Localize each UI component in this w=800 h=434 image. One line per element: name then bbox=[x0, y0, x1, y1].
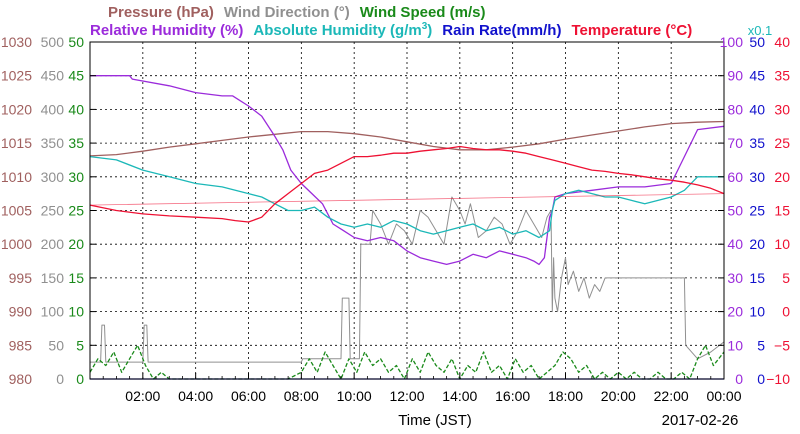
tick-wind_speed-4: 20 bbox=[68, 236, 84, 252]
tick-humidity-6: 60 bbox=[727, 169, 743, 185]
tick-temperature-10: 40 bbox=[774, 34, 790, 50]
tick-rain_rate-7: 35 bbox=[749, 135, 765, 151]
legend-line2-item-1: Absolute Humidity (g/m3) bbox=[253, 21, 432, 39]
tick-wind_speed-2: 10 bbox=[68, 304, 84, 320]
tick-pressure-3: 995 bbox=[9, 270, 33, 286]
xtick-label-10: 22:00 bbox=[654, 388, 689, 404]
series-3 bbox=[90, 75, 725, 266]
tick-humidity-1: 10 bbox=[727, 337, 743, 353]
x-axis-label: Time (JST) bbox=[398, 412, 472, 429]
legend-line2-item-3: Temperature (°C) bbox=[571, 22, 692, 39]
tick-humidity-7: 70 bbox=[727, 135, 743, 151]
tick-humidity-2: 20 bbox=[727, 304, 743, 320]
xtick-label-5: 12:00 bbox=[389, 388, 424, 404]
tick-rain_rate-3: 15 bbox=[749, 270, 765, 286]
xtick-label-7: 16:00 bbox=[495, 388, 530, 404]
tick-temperature-3: 5 bbox=[782, 270, 790, 286]
tick-rain_rate-4: 20 bbox=[749, 236, 765, 252]
tick-humidity-3: 30 bbox=[727, 270, 743, 286]
tick-wind_direction-5: 250 bbox=[41, 203, 65, 219]
tick-wind_speed-6: 30 bbox=[68, 169, 84, 185]
tick-pressure-5: 1005 bbox=[1, 203, 32, 219]
tick-temperature-5: 15 bbox=[774, 203, 790, 219]
tick-wind_speed-9: 45 bbox=[68, 68, 84, 84]
tick-temperature-0: −10 bbox=[766, 371, 790, 387]
series-0 bbox=[89, 120, 725, 157]
xtick-label-4: 10:00 bbox=[337, 388, 372, 404]
x-axis: 02:00 04:00 06:00 08:00 10:00 12:00 14:00 16:00… bbox=[102, 373, 742, 404]
tick-wind_direction-2: 100 bbox=[41, 304, 65, 320]
tick-pressure-6: 1010 bbox=[1, 169, 32, 185]
tick-temperature-1: −5 bbox=[774, 337, 790, 353]
tick-wind_direction-9: 450 bbox=[41, 68, 65, 84]
tick-wind_speed-0: 0 bbox=[76, 371, 84, 387]
tick-temperature-4: 10 bbox=[774, 236, 790, 252]
tick-temperature-8: 30 bbox=[774, 101, 790, 117]
tick-wind_direction-3: 150 bbox=[41, 270, 65, 286]
grid bbox=[90, 42, 724, 379]
tick-rain_rate-9: 45 bbox=[749, 68, 765, 84]
date-label: 2017-02-26 bbox=[662, 412, 739, 429]
series-6 bbox=[89, 145, 725, 223]
tick-pressure-8: 1020 bbox=[1, 101, 32, 117]
tick-rain_rate-5: 25 bbox=[749, 203, 765, 219]
tick-humidity-10: 100 bbox=[720, 34, 744, 50]
series-7 bbox=[89, 193, 725, 206]
tick-rain_rate-1: 5 bbox=[757, 337, 765, 353]
axis-ticks: 9809859909951000100510101015102010251030… bbox=[1, 34, 790, 387]
xtick-label-0: 02:00 bbox=[125, 388, 160, 404]
tick-wind_direction-7: 350 bbox=[41, 135, 65, 151]
tick-pressure-4: 1000 bbox=[1, 236, 32, 252]
tick-wind_direction-4: 200 bbox=[41, 236, 65, 252]
tick-humidity-4: 40 bbox=[727, 236, 743, 252]
xtick-label-8: 18:00 bbox=[548, 388, 583, 404]
tick-humidity-5: 50 bbox=[727, 203, 743, 219]
tick-temperature-9: 35 bbox=[774, 68, 790, 84]
tick-pressure-0: 980 bbox=[9, 371, 33, 387]
tick-pressure-2: 990 bbox=[9, 304, 33, 320]
legend-line1-item-1: Wind Direction (°) bbox=[224, 4, 350, 21]
tick-wind_speed-10: 50 bbox=[68, 34, 84, 50]
tick-humidity-9: 90 bbox=[727, 68, 743, 84]
legend: Pressure (hPa) Wind Direction (°) Wind Spe… bbox=[90, 4, 692, 39]
tick-wind_speed-8: 40 bbox=[68, 101, 84, 117]
series-1 bbox=[90, 196, 725, 363]
xtick-label-3: 08:00 bbox=[284, 388, 319, 404]
tick-humidity-8: 80 bbox=[727, 101, 743, 117]
legend-line1-item-0: Pressure (hPa) bbox=[108, 4, 214, 21]
legend-line2-item-2: Rain Rate(mm/h) bbox=[442, 22, 561, 39]
tick-rain_rate-0: 0 bbox=[757, 371, 765, 387]
xtick-label-6: 14:00 bbox=[442, 388, 477, 404]
tick-wind_direction-6: 300 bbox=[41, 169, 65, 185]
tick-wind_speed-3: 15 bbox=[68, 270, 84, 286]
xtick-label-1: 04:00 bbox=[178, 388, 213, 404]
tick-rain_rate-2: 10 bbox=[749, 304, 765, 320]
tick-rain_rate-8: 40 bbox=[749, 101, 765, 117]
tick-pressure-10: 1030 bbox=[1, 34, 32, 50]
tick-wind_direction-0: 0 bbox=[56, 371, 64, 387]
tick-pressure-9: 1025 bbox=[1, 68, 32, 84]
legend-line1-item-2: Wind Speed (m/s) bbox=[360, 4, 486, 21]
tick-rain_rate-6: 30 bbox=[749, 169, 765, 185]
multiplier-label: x0.1 bbox=[748, 23, 773, 38]
legend-line2-item-0: Relative Humidity (%) bbox=[90, 22, 243, 39]
tick-temperature-6: 20 bbox=[774, 169, 790, 185]
tick-rain_rate-10: 50 bbox=[749, 34, 765, 50]
tick-temperature-2: 0 bbox=[782, 304, 790, 320]
tick-pressure-7: 1015 bbox=[1, 135, 32, 151]
tick-wind_direction-10: 500 bbox=[41, 34, 65, 50]
tick-wind_speed-7: 35 bbox=[68, 135, 84, 151]
tick-humidity-0: 0 bbox=[735, 371, 743, 387]
xtick-label-2: 06:00 bbox=[231, 388, 266, 404]
tick-wind_direction-1: 50 bbox=[48, 337, 64, 353]
tick-wind_speed-1: 5 bbox=[76, 337, 84, 353]
tick-wind_direction-8: 400 bbox=[41, 101, 65, 117]
tick-temperature-7: 25 bbox=[774, 135, 790, 151]
xtick-label-11: 00:00 bbox=[706, 388, 741, 404]
tick-pressure-1: 985 bbox=[9, 337, 33, 353]
tick-wind_speed-5: 25 bbox=[68, 203, 84, 219]
xtick-label-9: 20:00 bbox=[601, 388, 636, 404]
series-4 bbox=[89, 155, 724, 239]
